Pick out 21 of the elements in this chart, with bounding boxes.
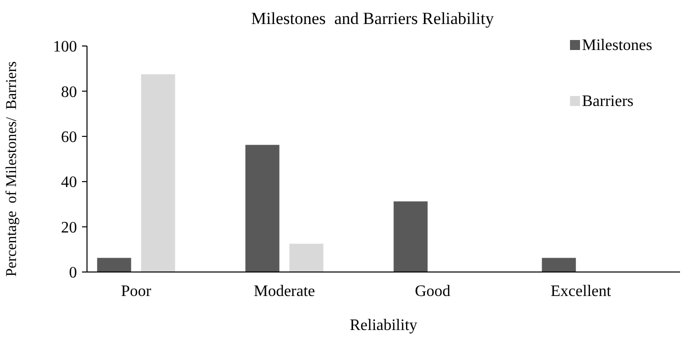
y-tick-label: 100 — [53, 38, 77, 56]
bar — [141, 74, 176, 272]
x-tick-label: Excellent — [550, 283, 612, 300]
x-tick-label: Good — [414, 283, 450, 300]
bar — [97, 258, 132, 272]
y-axis-title: Percentage of Milestones/ Barriers — [4, 61, 20, 277]
bar — [245, 144, 280, 272]
y-tick-label: 40 — [61, 174, 77, 192]
bar — [289, 244, 324, 272]
y-tick-label: 0 — [69, 264, 77, 282]
legend-label: Milestones — [582, 37, 652, 54]
x-tick-label: Poor — [121, 283, 152, 300]
y-tick-label: 20 — [61, 219, 77, 236]
bar — [394, 201, 428, 272]
chart-title: Milestones and Barriers Reliability — [251, 9, 494, 28]
x-tick-label: Moderate — [254, 283, 316, 300]
x-axis-title: Reliability — [350, 317, 418, 334]
y-tick-label: 60 — [61, 129, 77, 146]
bar — [542, 258, 576, 272]
legend-label: Barriers — [582, 93, 634, 110]
y-tick-label: 80 — [61, 84, 77, 101]
